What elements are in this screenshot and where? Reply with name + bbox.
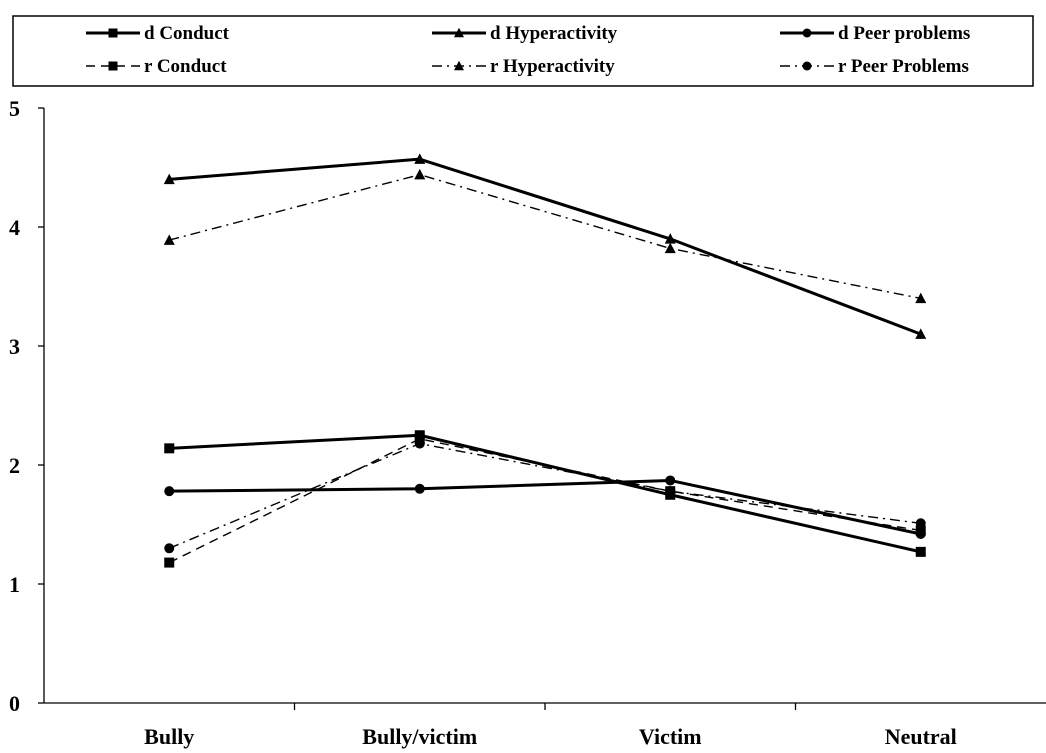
legend-item-d-hyperactivity: d Hyperactivity	[432, 23, 618, 44]
y-tick-label: 4	[9, 215, 20, 240]
series-d-hyperactivity	[163, 153, 927, 339]
legend-item-r-hyperactivity: r Hyperactivity	[432, 56, 615, 77]
y-tick-label: 2	[9, 453, 20, 478]
legend-label: r Peer Problems	[838, 56, 969, 77]
legend-item-r-peer-problems: r Peer Problems	[780, 56, 969, 77]
legend-marker	[108, 28, 118, 38]
y-tick-label: 1	[9, 572, 20, 597]
legend-marker	[454, 60, 464, 71]
axes: 0 1 2 3 4 5 Bully Bully/victim Victim Neutral	[9, 96, 1046, 749]
series-line	[169, 157, 922, 336]
data-point	[915, 546, 926, 557]
legend-marker	[454, 27, 464, 38]
data-point	[915, 518, 926, 529]
legend: d Conduct d Hyperactivity d Peer problems r…	[12, 15, 1034, 87]
series-line	[169, 478, 922, 536]
series-line	[169, 433, 922, 554]
series-r-conduct	[164, 433, 926, 568]
y-tick-label: 5	[9, 96, 20, 121]
legend-label: d Peer problems	[838, 23, 970, 44]
data-point	[915, 328, 927, 339]
data-point	[414, 438, 425, 449]
data-point	[164, 557, 175, 568]
series-r-hyperactivity	[163, 168, 927, 304]
series-r-peer-problems	[164, 438, 926, 554]
series-line	[168, 438, 921, 564]
legend-marker	[802, 61, 812, 71]
data-point	[414, 483, 425, 494]
legend-marker	[802, 28, 812, 38]
legend-item-r-conduct: r Conduct	[86, 56, 227, 77]
data-point	[664, 233, 676, 244]
legend-label: d Hyperactivity	[490, 23, 618, 44]
data-point	[664, 242, 676, 254]
legend-marker	[108, 61, 118, 71]
data-point	[915, 292, 927, 304]
legend-item-d-conduct: d Conduct	[86, 23, 230, 44]
data-point	[414, 153, 426, 164]
x-tick-label: Neutral	[885, 724, 957, 749]
legend-label: r Hyperactivity	[490, 56, 615, 77]
series-d-conduct	[164, 430, 926, 557]
legend-label: r Conduct	[144, 56, 227, 77]
data-point	[164, 486, 175, 497]
data-point	[915, 525, 926, 536]
x-tick-label: Bully	[144, 724, 194, 749]
data-point	[665, 486, 676, 497]
x-tick-label: Bully/victim	[362, 724, 477, 749]
data-point	[163, 173, 175, 185]
data-point	[665, 475, 676, 486]
data-point	[414, 168, 426, 180]
series-line	[169, 173, 921, 300]
series-d-peer-problems	[164, 475, 926, 540]
legend-box	[12, 15, 1034, 87]
series-line	[168, 442, 921, 549]
data-point	[163, 234, 175, 245]
y-tick-label: 0	[9, 691, 20, 716]
y-tick-label: 3	[9, 334, 20, 359]
series-group	[163, 153, 927, 568]
legend-item-d-peer-problems: d Peer problems	[780, 23, 970, 44]
x-tick-label: Victim	[639, 724, 702, 749]
data-point	[164, 443, 175, 454]
legend-label: d Conduct	[144, 23, 230, 44]
data-point	[164, 543, 175, 554]
